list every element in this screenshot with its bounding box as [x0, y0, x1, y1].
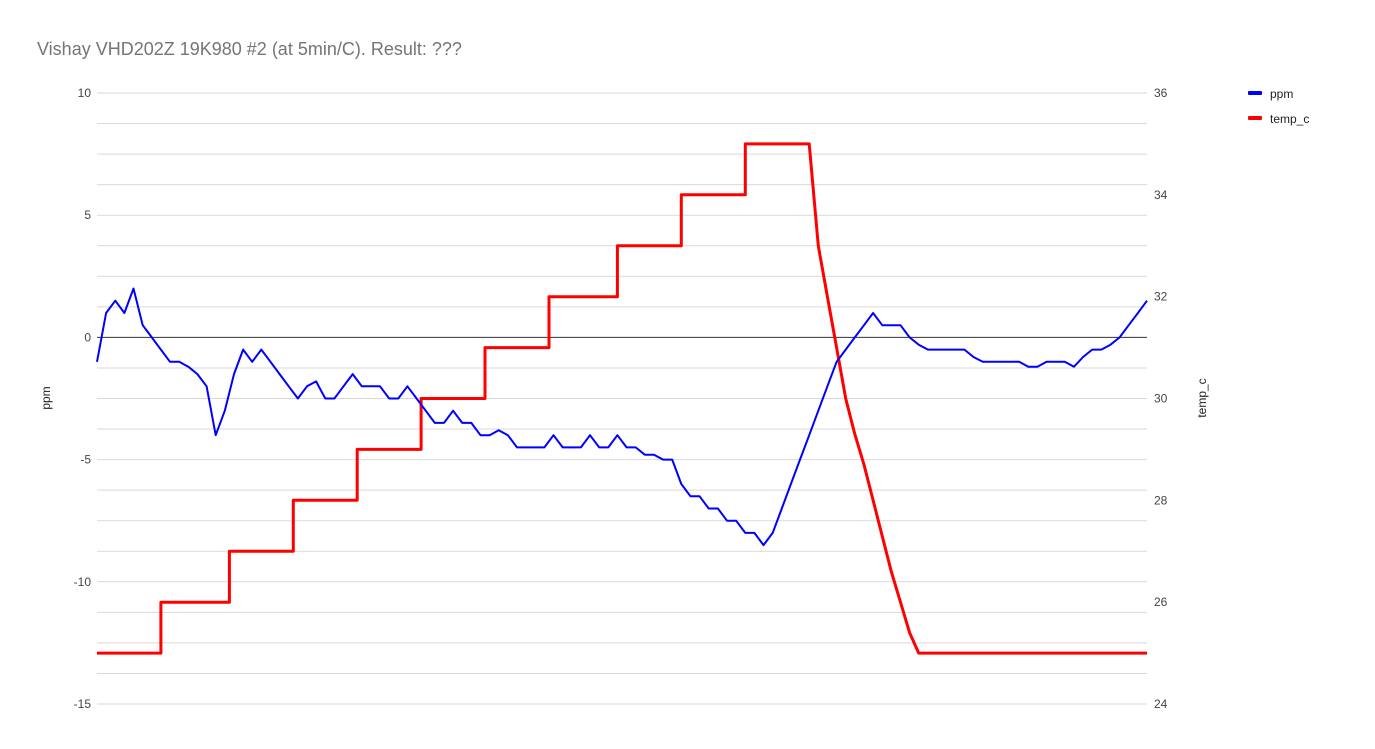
- right-axis-label: temp_c: [1195, 378, 1209, 417]
- right-axis-ticks: 36 34 32 30 28 26 24: [1154, 86, 1168, 711]
- left-tick-label: -15: [74, 697, 92, 711]
- right-tick-label: 32: [1154, 290, 1168, 304]
- legend: ppm temp_c: [1248, 87, 1309, 126]
- right-tick-label: 36: [1154, 86, 1168, 100]
- legend-swatch-ppm: [1248, 91, 1262, 95]
- series-line-temp-c: [97, 142, 1147, 655]
- right-tick-label: 24: [1154, 697, 1168, 711]
- legend-label-temp: temp_c: [1270, 112, 1309, 126]
- right-tick-label: 28: [1154, 493, 1168, 507]
- series-line-ppm: [96, 287, 1148, 547]
- right-tick-label: 30: [1154, 392, 1168, 406]
- left-axis-label: ppm: [39, 386, 53, 409]
- left-tick-label: 0: [84, 330, 91, 344]
- chart-title: Vishay VHD202Z 19K980 #2 (at 5min/C). Re…: [37, 39, 462, 59]
- left-tick-label: 10: [78, 86, 92, 100]
- left-tick-label: 5: [84, 208, 91, 222]
- right-tick-label: 26: [1154, 595, 1168, 609]
- legend-swatch-temp: [1248, 116, 1262, 120]
- left-tick-label: -5: [80, 453, 91, 467]
- left-axis-ticks: 10 5 0 -5 -10 -15: [74, 86, 92, 711]
- series-layer: [96, 142, 1148, 655]
- right-tick-label: 34: [1154, 188, 1168, 202]
- left-tick-label: -10: [74, 575, 92, 589]
- legend-label-ppm: ppm: [1270, 87, 1293, 101]
- gridlines: [97, 92, 1147, 705]
